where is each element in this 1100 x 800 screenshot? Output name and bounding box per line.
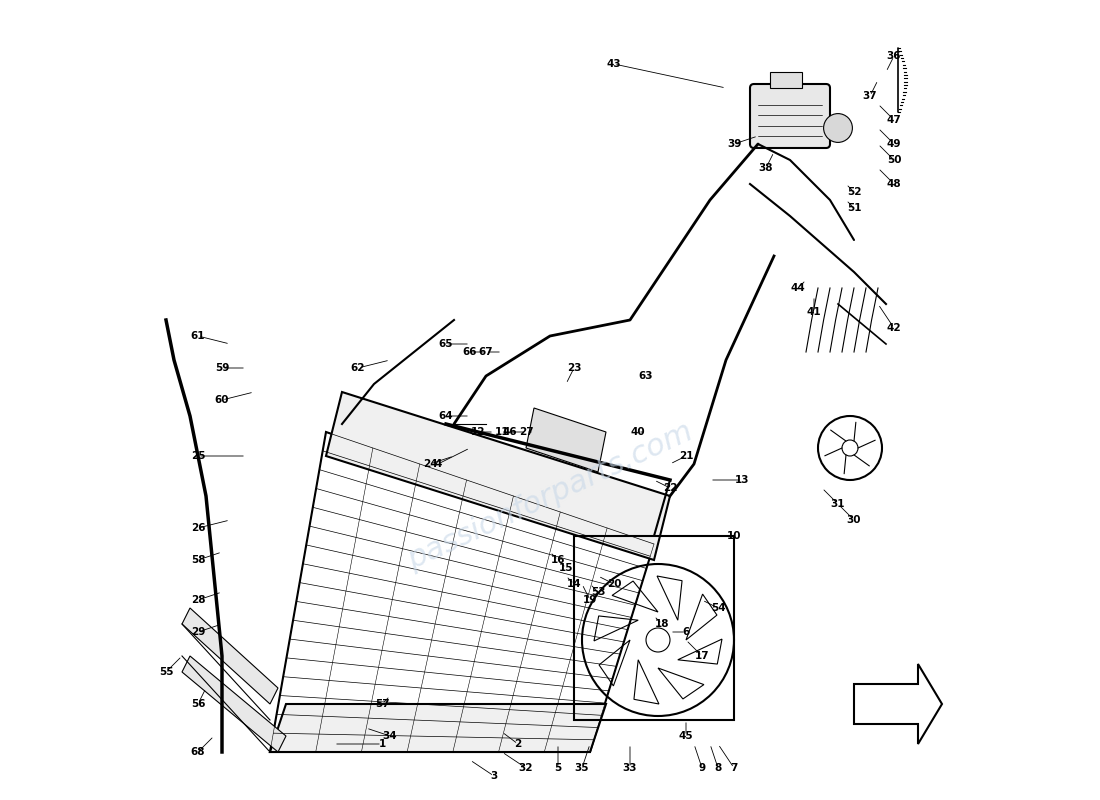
Text: 39: 39 xyxy=(727,139,741,149)
Text: 50: 50 xyxy=(887,155,901,165)
Text: 25: 25 xyxy=(190,451,206,461)
Text: 20: 20 xyxy=(607,579,621,589)
Text: 1: 1 xyxy=(378,739,386,749)
Text: 26: 26 xyxy=(190,523,206,533)
Text: 16: 16 xyxy=(551,555,565,565)
Polygon shape xyxy=(854,664,942,744)
Text: 5: 5 xyxy=(554,763,562,773)
Text: 7: 7 xyxy=(730,763,738,773)
Text: 57: 57 xyxy=(375,699,389,709)
Text: 17: 17 xyxy=(695,651,710,661)
Text: 67: 67 xyxy=(478,347,493,357)
Text: 33: 33 xyxy=(623,763,637,773)
Text: 44: 44 xyxy=(791,283,805,293)
Text: 28: 28 xyxy=(190,595,206,605)
Text: 21: 21 xyxy=(679,451,693,461)
Text: 49: 49 xyxy=(887,139,901,149)
Text: 58: 58 xyxy=(190,555,206,565)
Text: 15: 15 xyxy=(559,563,573,573)
Text: 56: 56 xyxy=(190,699,206,709)
Text: 68: 68 xyxy=(190,747,206,757)
FancyBboxPatch shape xyxy=(750,84,830,148)
Text: 40: 40 xyxy=(630,427,646,437)
Text: 23: 23 xyxy=(566,363,581,373)
Text: 27: 27 xyxy=(519,427,534,437)
Text: 14: 14 xyxy=(566,579,581,589)
Text: 36: 36 xyxy=(887,51,901,61)
Text: 52: 52 xyxy=(847,187,861,197)
Text: 37: 37 xyxy=(862,91,878,101)
Text: 48: 48 xyxy=(887,179,901,189)
Text: 4: 4 xyxy=(434,459,442,469)
Text: 18: 18 xyxy=(654,619,669,629)
Text: 6: 6 xyxy=(682,627,690,637)
Text: 46: 46 xyxy=(503,427,517,437)
Text: 38: 38 xyxy=(759,163,773,173)
Text: 62: 62 xyxy=(351,363,365,373)
Text: 34: 34 xyxy=(383,731,397,741)
Text: 63: 63 xyxy=(639,371,653,381)
Text: 32: 32 xyxy=(519,763,534,773)
Text: 31: 31 xyxy=(830,499,845,509)
Text: 10: 10 xyxy=(727,531,741,541)
Text: 8: 8 xyxy=(714,763,722,773)
Polygon shape xyxy=(182,608,278,704)
Text: 9: 9 xyxy=(698,763,705,773)
Text: 51: 51 xyxy=(847,203,861,213)
Text: 54: 54 xyxy=(711,603,725,613)
Polygon shape xyxy=(270,704,606,752)
Text: 29: 29 xyxy=(190,627,206,637)
Text: 45: 45 xyxy=(679,731,693,741)
Text: 12: 12 xyxy=(471,427,485,437)
Polygon shape xyxy=(526,408,606,472)
Polygon shape xyxy=(326,392,670,560)
Bar xyxy=(770,72,802,88)
Text: 47: 47 xyxy=(887,115,901,125)
Text: 43: 43 xyxy=(607,59,621,69)
Text: passionforparts.com: passionforparts.com xyxy=(403,417,697,575)
Text: 35: 35 xyxy=(574,763,590,773)
Text: 66: 66 xyxy=(463,347,477,357)
Text: 59: 59 xyxy=(214,363,229,373)
Text: 41: 41 xyxy=(806,307,822,317)
Text: 2: 2 xyxy=(515,739,521,749)
Text: 22: 22 xyxy=(662,483,678,493)
Text: 11: 11 xyxy=(495,427,509,437)
Polygon shape xyxy=(182,656,286,752)
Text: 64: 64 xyxy=(439,411,453,421)
Text: 53: 53 xyxy=(591,587,605,597)
Text: 13: 13 xyxy=(735,475,749,485)
Text: 42: 42 xyxy=(887,323,901,333)
Text: 61: 61 xyxy=(190,331,206,341)
Text: 24: 24 xyxy=(422,459,438,469)
Text: 30: 30 xyxy=(847,515,861,525)
Text: 19: 19 xyxy=(583,595,597,605)
Text: 65: 65 xyxy=(439,339,453,349)
Circle shape xyxy=(824,114,852,142)
Text: 55: 55 xyxy=(158,667,174,677)
Text: 60: 60 xyxy=(214,395,229,405)
Text: 3: 3 xyxy=(491,771,497,781)
